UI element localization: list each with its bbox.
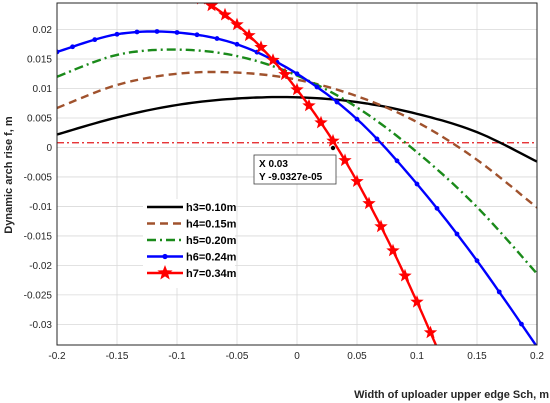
x-tick-label: -0.05: [226, 351, 249, 362]
x-tick-label: 0.2: [530, 351, 544, 362]
plot-frame: [56, 2, 538, 346]
series-h6-0-24m-marker: [294, 71, 300, 77]
series-h6-0-24m-marker: [154, 29, 160, 34]
legend-label: h5=0.20m: [186, 235, 237, 247]
series-h7-0-34m-marker: [278, 67, 292, 81]
series-h7-0-34m-marker: [218, 7, 232, 21]
data-tip-point: [330, 145, 336, 151]
x-axis-ticks: -0.2 -0.15 -0.1 -0.05 0 0.05 0.1 0.15 0.2: [48, 351, 544, 362]
legend-label: h6=0.24m: [186, 252, 237, 264]
series-h6-0-24m-marker: [374, 136, 380, 142]
series-h3-0-10m-line: [57, 95, 537, 163]
series-h7-0-34m-marker: [266, 53, 280, 66]
legend: h3=0.10m h4=0.15m h5=0.20m h6=0.24m h7=0.34m: [143, 199, 237, 288]
legend-entry-h7-0-34m: h7=0.34m: [147, 265, 237, 280]
series-h6-0-24m-marker: [454, 231, 460, 237]
series-h7-0-34m-marker: [326, 133, 340, 147]
series-h7-0-34m-marker: [204, 3, 219, 12]
y-tick-label: -0.02: [29, 261, 52, 272]
y-tick-label: -0.015: [24, 231, 53, 242]
y-tick-label: 0: [46, 143, 52, 154]
series-h6-0-24m-marker: [234, 41, 240, 47]
x-tick-label: 0.05: [347, 351, 367, 362]
y-tick-label: -0.01: [29, 202, 52, 213]
legend-marker-sample: [157, 265, 173, 280]
series-h7-0-34m-marker: [290, 82, 304, 96]
y-tick-label: 0.02: [33, 25, 53, 36]
series-h7-0-34m-marker: [350, 174, 364, 187]
x-tick-label: -0.1: [168, 351, 186, 362]
series-h7-0-34m-marker: [302, 98, 316, 112]
y-tick-label: 0.015: [27, 55, 52, 66]
series-h6-0-24m-marker: [414, 181, 420, 187]
y-tick-label: -0.005: [24, 172, 53, 183]
series-h6-0-24m-marker: [496, 289, 502, 295]
legend-label: h4=0.15m: [186, 219, 237, 231]
data-tip-y: Y -9.0327e-05: [259, 172, 323, 183]
y-tick-label: -0.025: [24, 290, 53, 301]
series-h7-0-34m-marker: [386, 243, 400, 257]
series-h7-0-34m-marker: [314, 115, 328, 129]
legend-entry-h4-0-15m: h4=0.15m: [147, 219, 237, 231]
series-h7-0-34m-marker: [423, 325, 438, 339]
x-tick-label: 0.1: [410, 351, 424, 362]
series-h6-0-24m-marker: [194, 32, 200, 38]
data-tip[interactable]: X 0.03 Y -9.0327e-05: [253, 145, 337, 185]
x-tick-label: -0.15: [106, 351, 129, 362]
series-h7-0-34m-marker: [398, 268, 412, 282]
legend-entry-h6-0-24m: h6=0.24m: [147, 252, 237, 264]
series-h6-0-24m-marker: [354, 116, 360, 122]
series-h6-0-24m-marker: [70, 44, 75, 50]
series-h7-0-34m-marker: [374, 219, 388, 233]
y-axis-ticks: 0.02 0.015 0.01 0.005 0 -0.005 -0.01 -0.015 -0.0…: [24, 25, 53, 331]
series-h6-0-24m: [57, 29, 537, 345]
y-tick-label: 0.01: [33, 84, 53, 95]
series-h7-0-34m-marker: [434, 350, 447, 363]
series-h4-0-15m-line: [57, 70, 537, 209]
series-h3-0-10m: [57, 95, 537, 163]
series-lines: [57, 3, 537, 363]
series-h7-0-34m-marker: [230, 17, 244, 31]
x-axis-label: Width of uploader upper edge Sch, m: [354, 389, 549, 401]
y-axis-label: Dynamic arch rise f, m: [3, 116, 15, 234]
x-tick-label: -0.2: [48, 351, 66, 362]
series-h6-0-24m-marker: [57, 49, 60, 55]
series-h7-0-34m-marker: [410, 295, 424, 308]
series-h6-0-24m-marker: [434, 205, 440, 211]
series-h6-0-24m-marker: [134, 29, 140, 35]
series-h7-0-34m-marker: [338, 153, 352, 167]
legend-marker-sample: [162, 253, 168, 260]
series-h6-0-24m-marker: [174, 30, 180, 35]
series-h4-0-15m: [57, 70, 537, 209]
series-h6-0-24m-marker: [334, 99, 340, 105]
series-h6-0-24m-marker: [314, 84, 320, 90]
y-tick-label: -0.03: [29, 320, 52, 331]
legend-entry-h5-0-20m: h5=0.20m: [147, 235, 237, 247]
series-h6-0-24m-marker: [519, 321, 524, 327]
series-h6-0-24m-marker: [92, 37, 98, 43]
series-h6-0-24m-marker: [394, 158, 400, 164]
data-tip-x: X 0.03: [259, 159, 288, 170]
legend-label: h3=0.10m: [186, 202, 237, 214]
x-tick-label: 0: [294, 351, 300, 362]
series-h6-0-24m-marker: [214, 36, 220, 41]
data-tip-box: [253, 154, 337, 185]
series-h7-0-34m-marker: [362, 196, 376, 210]
series-h7-0-34m: [196, 3, 447, 363]
x-tick-label: 0.15: [467, 351, 487, 362]
series-h7-0-34m-marker: [254, 40, 268, 53]
series-h6-0-24m-marker: [474, 258, 480, 264]
series-h6-0-24m-marker: [114, 31, 120, 37]
y-tick-label: 0.005: [27, 113, 52, 124]
legend-label: h7=0.34m: [186, 268, 237, 280]
series-h7-0-34m-marker: [242, 28, 256, 42]
legend-entry-h3-0-10m: h3=0.10m: [147, 202, 237, 214]
